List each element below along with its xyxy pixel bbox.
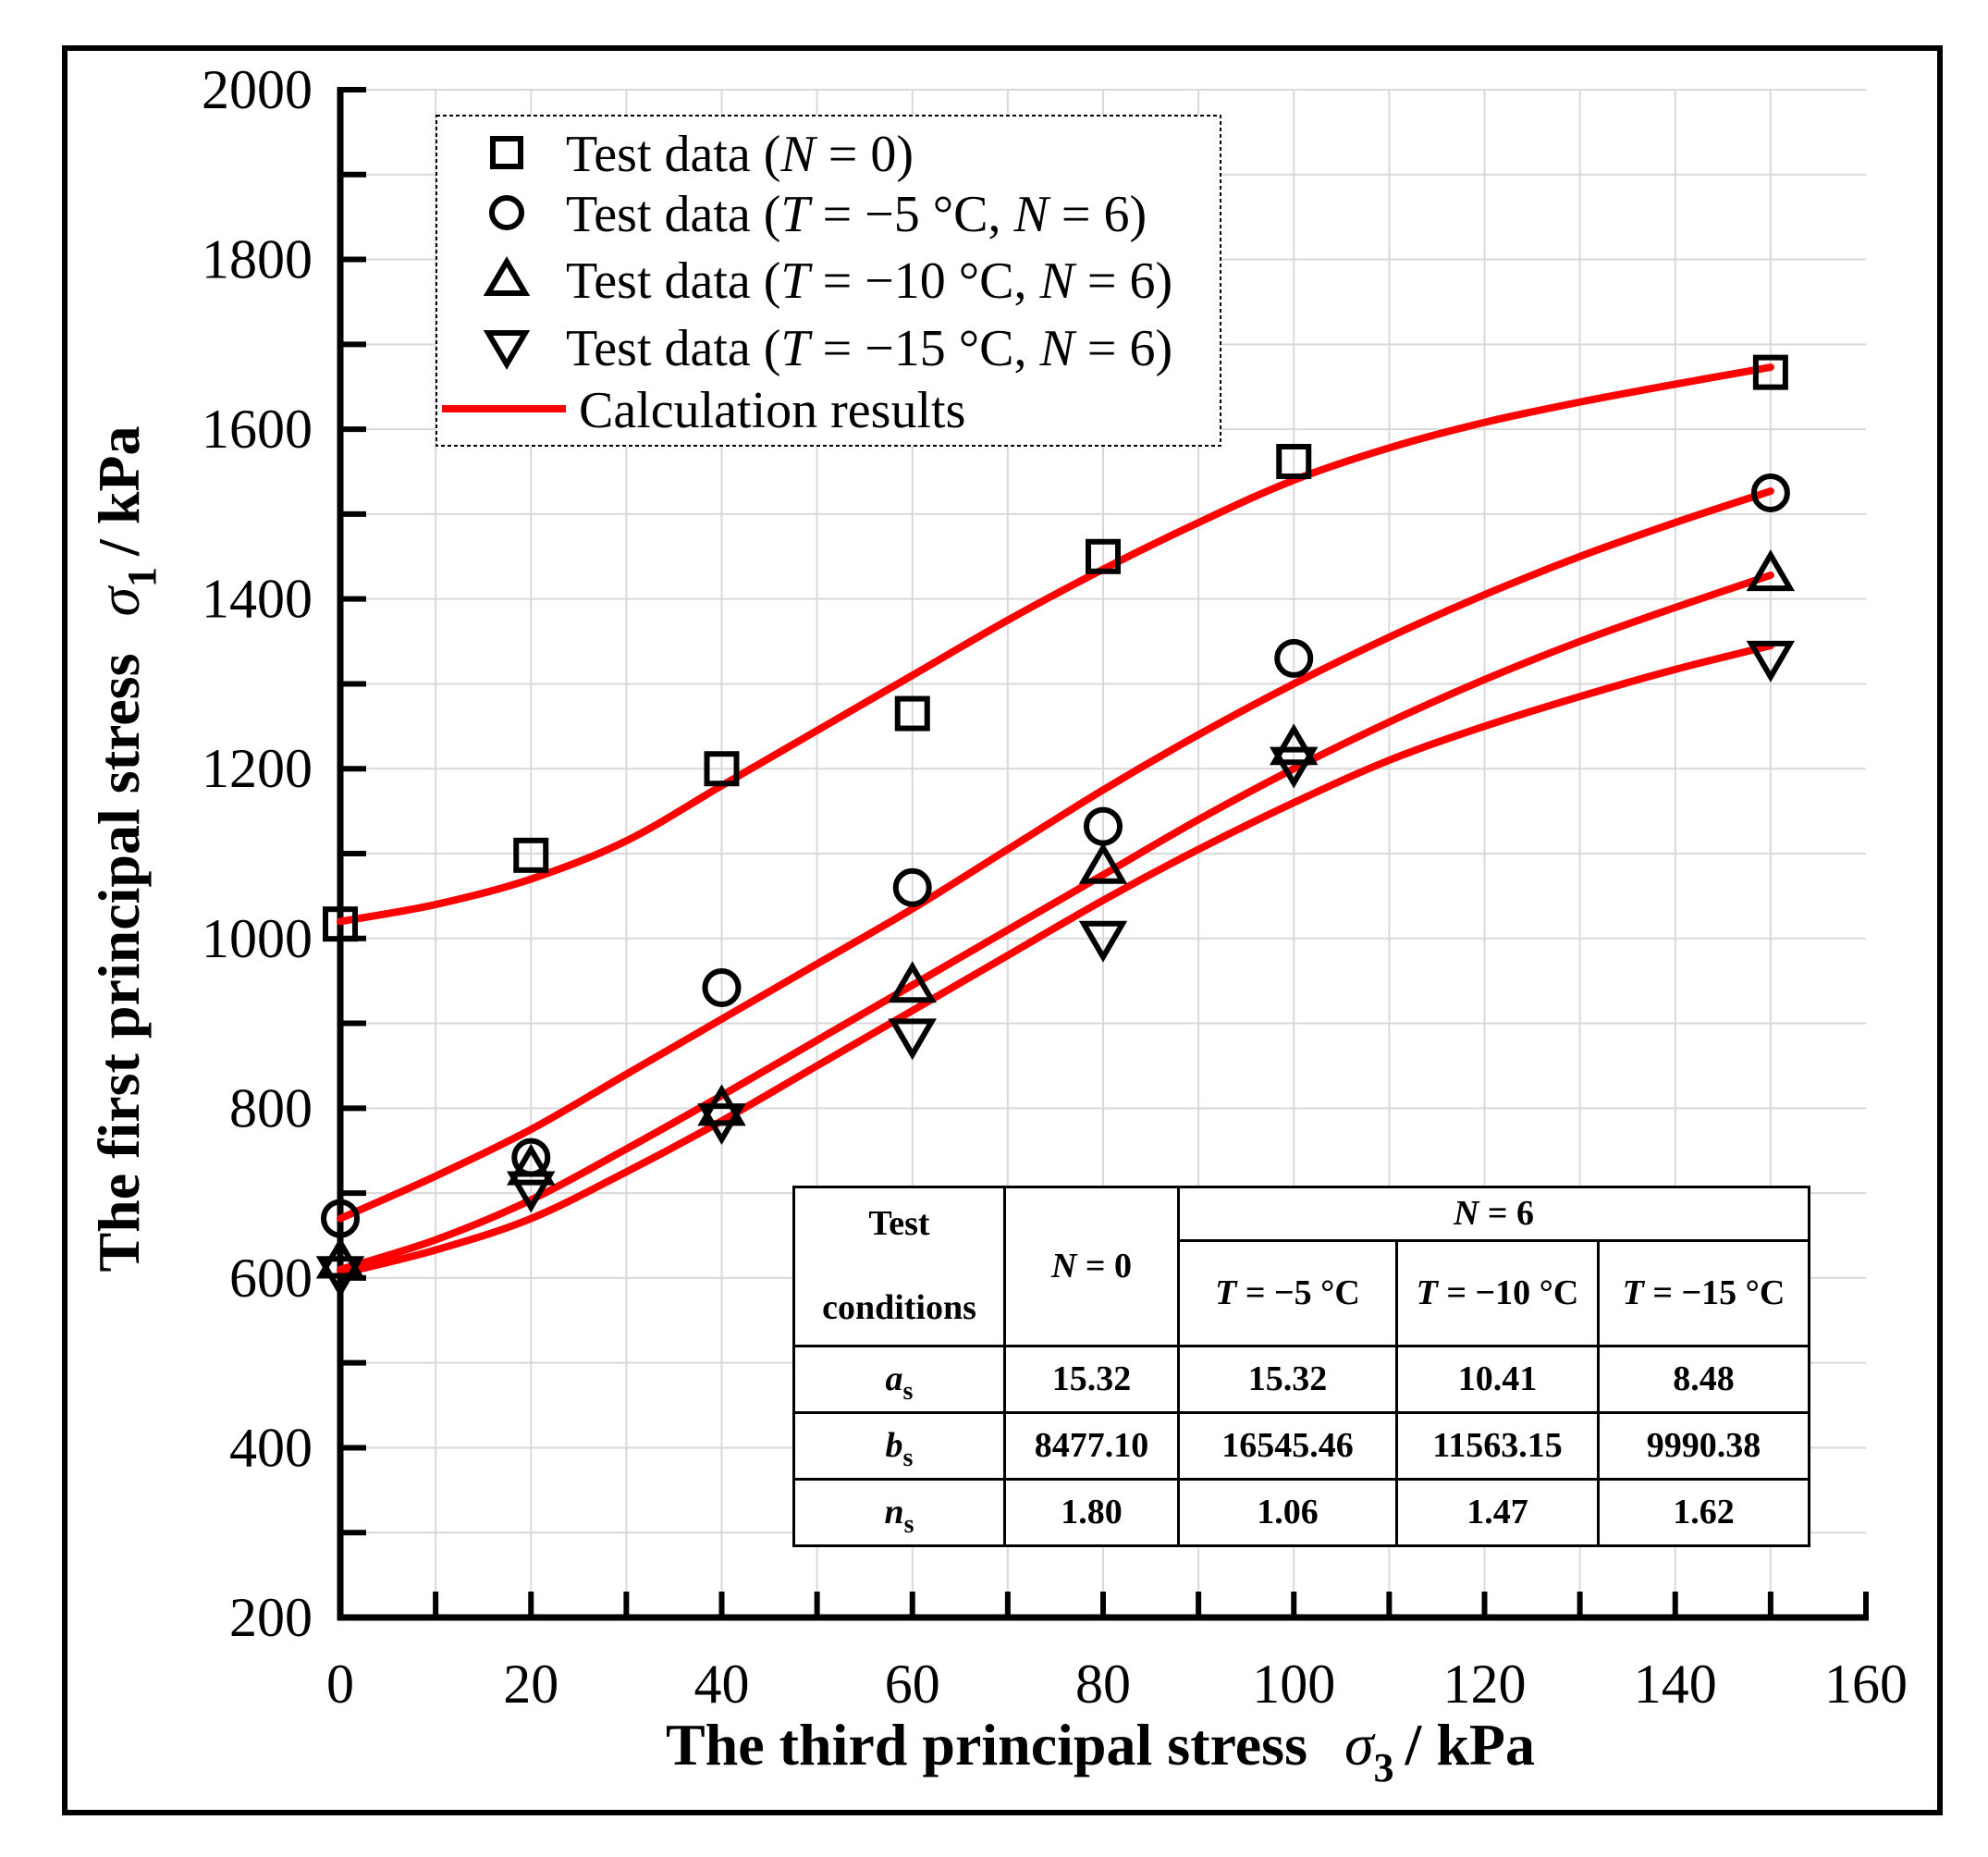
data-point-square [1276, 443, 1312, 479]
table-header-t10: T = −10 °C [1395, 1239, 1600, 1347]
legend-entry-t10: Test data (T = −10 °C, N = 6) [566, 252, 1172, 310]
data-point-triangle-up [507, 1143, 556, 1186]
data-point-triangle-down [1078, 920, 1128, 963]
legend-entry-calc: Calculation results [579, 382, 965, 439]
x-tick-label: 20 [503, 1654, 558, 1715]
calc-curve [337, 363, 1774, 926]
x-tick-label: 140 [1634, 1654, 1717, 1715]
data-point-square [704, 751, 740, 787]
table-cell: 10.41 [1395, 1345, 1600, 1414]
data-point-circle [1274, 638, 1314, 678]
legend-entry-n0: Test data (N = 0) [566, 126, 914, 183]
data-point-circle [321, 1199, 360, 1238]
data-point-triangle-up [1078, 842, 1128, 884]
table-row-bs: bs 8477.10 16545.46 11563.15 9990.38 [792, 1411, 1810, 1481]
y-tick-label: 1000 [202, 908, 313, 969]
legend-entry-t5: Test data (T = −5 °C, N = 6) [566, 186, 1147, 243]
data-point-triangle-down [888, 1018, 937, 1061]
data-point-triangle-up [888, 961, 937, 1003]
data-point-triangle-down [697, 1103, 746, 1146]
data-point-triangle-down [507, 1171, 556, 1213]
legend-entry-t15: Test data (T = −15 °C, N = 6) [566, 320, 1172, 377]
outer-frame [62, 45, 1943, 1815]
legend-circle-marker [489, 195, 524, 230]
table-row-as: as 15.32 15.32 10.41 8.48 [792, 1345, 1810, 1414]
legend: Test data (N = 0) Test data (T = −5 °C, … [436, 115, 1221, 447]
ticks: 0 20 40 60 80 100 120 140 160 200 400 600 800 1000 120… [202, 59, 1908, 1715]
legend-box [436, 115, 1221, 447]
y-axis-title: The first principal stressσ1/ kPa [86, 425, 165, 1272]
legend-square-marker [490, 136, 523, 169]
data-point-triangle-up [1746, 549, 1796, 592]
y-tick-label: 1600 [202, 399, 313, 460]
table-cell: 1.62 [1597, 1478, 1810, 1547]
table-cell: 1.80 [1003, 1478, 1180, 1547]
x-tick-label: 160 [1824, 1654, 1908, 1715]
legend-triangle-down-marker [483, 330, 531, 370]
table-cell: 1.47 [1395, 1478, 1600, 1547]
calc-curve [337, 571, 1774, 1273]
row-label: ns [792, 1478, 1006, 1547]
x-tick-label: 0 [326, 1654, 354, 1715]
table-row-ns: ns 1.80 1.06 1.47 1.62 [792, 1478, 1810, 1547]
y-tick-label: 400 [229, 1417, 313, 1478]
x-axis-title: The third principal stress σ3/ kPa [666, 1712, 1535, 1790]
calculation-curves [337, 363, 1774, 1278]
table-cell: 11563.15 [1395, 1411, 1600, 1481]
y-tick-label: 1200 [202, 738, 313, 799]
calc-curve [337, 642, 1774, 1278]
x-tick-label: 80 [1075, 1654, 1131, 1715]
table-header-n0: N = 0 [1003, 1186, 1180, 1347]
table-cell: 15.32 [1177, 1345, 1398, 1414]
table-cell: 8477.10 [1003, 1411, 1180, 1481]
data-point-triangle-down [315, 1256, 365, 1298]
table-header-t5: T = −5 °C [1177, 1239, 1398, 1347]
table-header-test-conditions: Test conditions [792, 1186, 1006, 1347]
data-point-square [894, 695, 930, 732]
data-point-square [323, 906, 358, 942]
table-cell: 1.06 [1177, 1478, 1398, 1547]
data-point-circle [702, 968, 742, 1008]
parameter-table: Test conditions N = 0 N = 6 T = −5 °C T =… [792, 1186, 1810, 1547]
data-point-square [1086, 538, 1121, 574]
calc-curve [337, 487, 1774, 1223]
data-point-triangle-up [1270, 723, 1319, 766]
row-label: as [792, 1345, 1006, 1414]
data-markers [315, 354, 1796, 1298]
y-tick-label: 2000 [202, 59, 313, 120]
y-tick-label: 600 [229, 1248, 313, 1309]
data-point-square [513, 837, 549, 873]
data-point-triangle-down [1746, 640, 1796, 683]
data-point-square [1752, 354, 1788, 390]
x-tick-label: 60 [885, 1654, 940, 1715]
legend-triangle-up-marker [483, 256, 531, 296]
data-point-circle [1750, 473, 1790, 512]
data-point-circle [892, 867, 932, 907]
table-cell: 15.32 [1003, 1345, 1180, 1414]
x-tick-label: 120 [1443, 1654, 1527, 1715]
x-tick-label: 100 [1252, 1654, 1335, 1715]
y-tick-label: 1800 [202, 229, 313, 290]
x-tick-label: 40 [694, 1654, 750, 1715]
table-header-t15: T = −15 °C [1597, 1239, 1810, 1347]
y-tick-label: 800 [229, 1077, 313, 1138]
data-point-triangle-down [1270, 746, 1319, 789]
y-tick-label: 200 [229, 1587, 313, 1648]
table-header-n6: N = 6 [1177, 1186, 1810, 1242]
table-cell: 16545.46 [1177, 1411, 1398, 1481]
row-label: bs [792, 1411, 1006, 1481]
table-cell: 8.48 [1597, 1345, 1810, 1414]
table-cell: 9990.38 [1597, 1411, 1810, 1481]
y-tick-label: 1400 [202, 569, 313, 630]
